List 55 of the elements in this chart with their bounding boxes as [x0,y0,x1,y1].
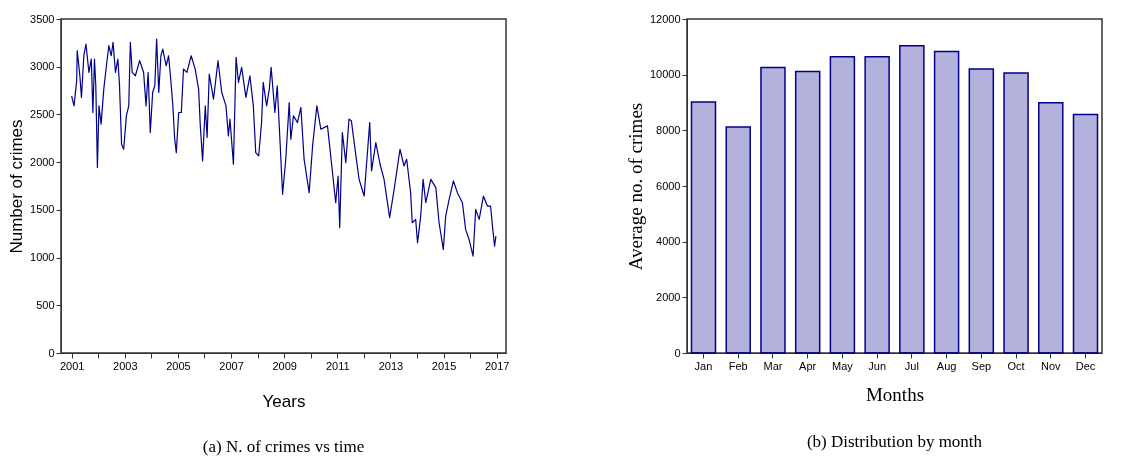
y-axis-title: Number of crimes [7,119,27,254]
x-tick-label: Apr [799,359,817,372]
x-tick-label: Feb [728,359,748,372]
bar [1003,72,1029,354]
bar [725,126,751,354]
x-tick-label: Oct [1007,359,1025,372]
x-axis-title: Years [262,391,306,411]
bar [1038,102,1064,354]
text: (a) N. of crimes vs time [202,437,365,456]
bar [829,56,856,354]
y-tick-label: 3000 [30,60,55,73]
x-tick-label: Jun [868,359,887,372]
y-tick-label: 0 [674,346,681,359]
y-axis-title: Average no. of crimes [624,102,646,271]
bar [933,50,960,354]
x-tick-label: Jul [904,359,919,372]
x-axis-title: Months [865,383,925,405]
x-tick-label: 2015 [431,359,457,372]
line-series [71,38,497,257]
x-tick-label: Aug [936,359,957,372]
bar [760,66,786,354]
y-tick-label: 10000 [649,68,681,81]
y-tick-label: 6000 [656,179,681,192]
y-tick-label: 4000 [656,235,681,248]
bar [690,101,717,354]
bar [968,68,995,354]
y-tick-label: 2500 [30,107,55,120]
x-tick-label: 2009 [272,359,297,372]
x-tick-label: Dec [1075,359,1096,372]
bar [1072,113,1099,354]
x-tick-label: 2017 [484,359,510,372]
y-tick-label: 500 [36,298,55,311]
x-tick-label: 2005 [166,359,191,372]
bar [794,70,821,354]
x-tick-label: Mar [763,359,783,372]
y-tick-label: 2000 [30,155,55,168]
x-tick-label: 2001 [59,359,85,372]
y-tick-label: 3500 [30,12,55,25]
x-tick-label: 2003 [113,359,138,372]
x-tick-label: 2007 [219,359,244,372]
bar [864,56,890,354]
x-tick-label: Nov [1040,359,1062,372]
x-tick-label: 2011 [325,359,350,372]
x-tick-label: Sep [971,359,992,372]
bar [899,44,925,354]
x-tick-label: 2013 [378,359,404,372]
y-tick-label: 1000 [30,251,55,264]
y-tick-label: 0 [48,346,55,359]
y-tick-label: 2000 [656,290,681,303]
text: (b) Distribution by month [806,432,983,451]
y-tick-label: 8000 [656,123,681,136]
y-tick-label: 1500 [30,203,55,216]
x-tick-label: Jan [694,359,713,372]
y-tick-label: 12000 [649,12,681,25]
x-tick-label: May [832,359,854,372]
